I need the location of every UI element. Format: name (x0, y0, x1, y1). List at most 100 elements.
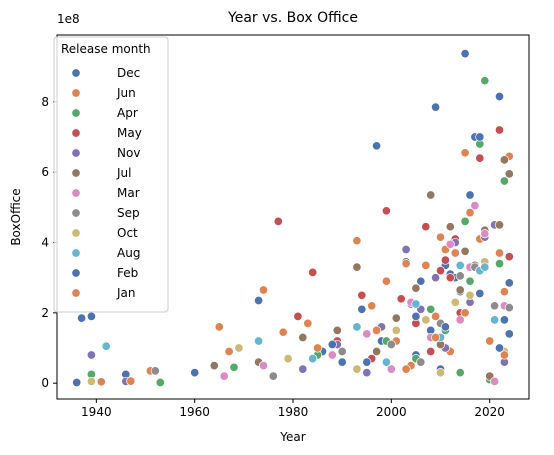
data-point (401, 364, 411, 374)
legend: Release month Dec Jun Apr May Nov Jul Mar Sep Oc… (53, 36, 169, 313)
data-point (386, 339, 396, 350)
data-point (460, 246, 470, 256)
data-point (480, 262, 490, 272)
data-point (465, 290, 475, 300)
data-point (150, 366, 160, 376)
x-tick-label: 1960 (179, 405, 210, 419)
data-point (357, 290, 367, 300)
x-tick-label: 2020 (474, 405, 505, 419)
legend-marker (71, 88, 81, 98)
data-point (254, 336, 264, 346)
data-point (86, 376, 96, 386)
data-point (293, 311, 303, 321)
data-point (494, 220, 505, 230)
data-point (273, 216, 283, 226)
data-point (396, 294, 406, 304)
legend-box (53, 36, 169, 313)
data-point (460, 148, 470, 158)
data-point (504, 169, 514, 179)
data-point (460, 308, 470, 318)
legend-marker (71, 228, 81, 238)
data-point (352, 236, 362, 246)
data-point (455, 315, 465, 325)
data-point (416, 276, 426, 286)
data-point (499, 176, 509, 186)
data-point (494, 125, 505, 135)
data-point (381, 206, 391, 216)
data-point (298, 332, 308, 343)
data-point (278, 327, 288, 337)
data-point (504, 329, 514, 339)
x-tick-label: 2000 (376, 405, 407, 419)
data-point (499, 155, 509, 165)
data-point (372, 325, 382, 335)
data-point (450, 297, 460, 307)
data-point (499, 315, 509, 325)
data-point (485, 336, 495, 346)
data-point (229, 362, 239, 372)
data-point (298, 364, 308, 374)
data-point (435, 232, 446, 242)
legend-marker (71, 68, 81, 78)
data-point (352, 322, 362, 332)
data-point (362, 329, 372, 339)
data-point (219, 371, 229, 381)
y-tick-label: 4 (41, 235, 49, 249)
y-axis-label: BoxOffice (9, 188, 23, 245)
data-point (411, 283, 421, 293)
data-point (499, 350, 509, 360)
y-tick-label: 0 (41, 376, 49, 390)
data-point (465, 190, 475, 200)
legend-label: Jan (116, 286, 136, 300)
data-point (86, 311, 96, 321)
legend-label: Dec (117, 66, 140, 80)
data-point (490, 376, 500, 386)
data-point (308, 267, 318, 277)
data-point (431, 332, 441, 343)
y-tick-label: 6 (41, 165, 49, 179)
legend-marker (71, 168, 81, 178)
data-point (460, 49, 470, 59)
data-point (209, 361, 219, 371)
data-point (504, 303, 514, 313)
chart-title: Year vs. Box Office (227, 10, 358, 26)
data-point (470, 201, 480, 211)
data-point (391, 325, 401, 335)
data-point (381, 276, 391, 286)
legend-label: Jun (116, 86, 136, 100)
data-points (72, 49, 514, 388)
legend-label: Jul (116, 166, 131, 180)
data-point (352, 364, 362, 374)
data-point (421, 222, 431, 232)
legend-marker (71, 108, 81, 118)
data-point (283, 354, 293, 364)
data-point (372, 346, 382, 357)
legend-label: Oct (117, 226, 138, 240)
data-point (362, 357, 372, 367)
data-point (450, 248, 460, 258)
x-axis-label: Year (279, 430, 305, 444)
data-point (440, 322, 450, 332)
data-point (431, 311, 441, 321)
data-point (352, 262, 362, 272)
data-point (431, 273, 441, 283)
legend-items: Dec Jun Apr May Nov Jul Mar Sep Oct Aug Feb Jan (71, 66, 142, 300)
data-point (455, 271, 465, 281)
data-point (465, 208, 475, 218)
data-point (426, 346, 436, 357)
data-point (303, 318, 313, 328)
data-point (367, 301, 377, 311)
data-point (337, 346, 347, 357)
data-point (426, 304, 436, 314)
data-point (421, 260, 431, 270)
data-point (401, 244, 411, 255)
data-point (465, 276, 475, 286)
data-point (327, 350, 337, 360)
data-point (504, 278, 514, 288)
data-point (421, 315, 431, 325)
legend-marker (71, 148, 81, 158)
data-point (337, 357, 347, 367)
data-point (504, 252, 514, 262)
data-point (475, 288, 485, 299)
